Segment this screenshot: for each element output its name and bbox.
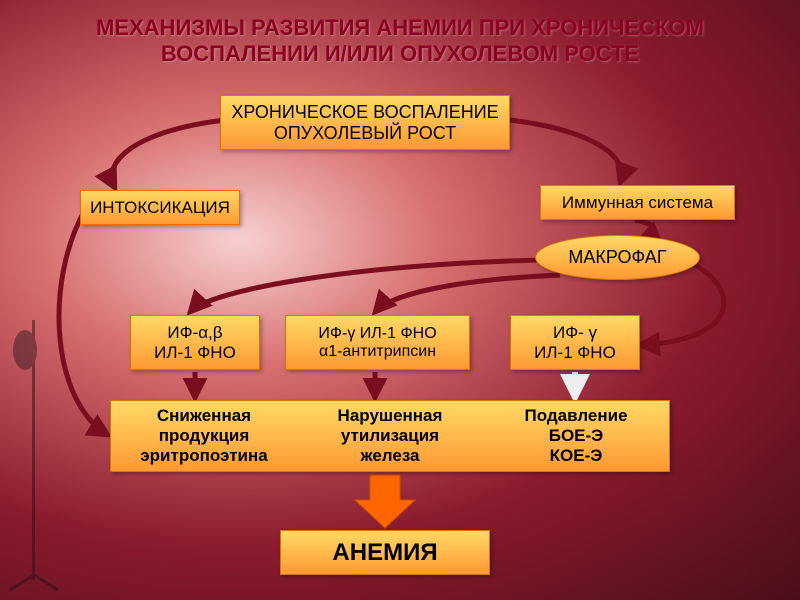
arrow-layer <box>0 0 800 600</box>
cyto3-l2: ИЛ-1 ФНО <box>534 343 616 363</box>
e3l2: БОЕ-Э <box>488 426 664 446</box>
slide-title: МЕХАНИЗМЫ РАЗВИТИЯ АНЕМИИ ПРИ ХРОНИЧЕСКО… <box>0 0 800 72</box>
node-anemia: АНЕМИЯ <box>280 530 490 575</box>
cyto2-l1: ИФ-γ ИЛ-1 ФНО <box>318 325 436 343</box>
e2l1: Нарушенная <box>302 406 478 426</box>
node-source: ХРОНИЧЕСКОЕ ВОСПАЛЕНИЕ ОПУХОЛЕВЫЙ РОСТ <box>220 95 510 150</box>
e2l3: железа <box>302 446 478 466</box>
e2l2: утилизация <box>302 426 478 446</box>
node-source-l1: ХРОНИЧЕСКОЕ ВОСПАЛЕНИЕ <box>231 102 498 123</box>
effect-2: Нарушенная утилизация железа <box>297 401 483 471</box>
node-source-l2: ОПУХОЛЕВЫЙ РОСТ <box>274 123 456 144</box>
cyto3-l1: ИФ- γ <box>553 323 597 343</box>
node-cytokines-1: ИФ-α,β ИЛ-1 ФНО <box>130 315 260 370</box>
big-arrow-icon <box>355 475 415 528</box>
effect-3: Подавление БОЕ-Э КОЕ-Э <box>483 401 669 471</box>
node-macrophage: МАКРОФАГ <box>535 235 700 280</box>
iv-stand-decoration <box>0 320 70 600</box>
node-cytokines-3: ИФ- γ ИЛ-1 ФНО <box>510 315 640 370</box>
node-cytokines-2: ИФ-γ ИЛ-1 ФНО α1-антитрипсин <box>285 315 470 370</box>
e3l1: Подавление <box>488 406 664 426</box>
e3l3: КОЕ-Э <box>488 446 664 466</box>
cyto1-l1: ИФ-α,β <box>167 323 222 343</box>
e1l3: эритропоэтина <box>116 446 292 466</box>
e1l1: Сниженная <box>116 406 292 426</box>
cyto2-l2: α1-антитрипсин <box>319 343 436 361</box>
node-intoxication: ИНТОКСИКАЦИЯ <box>80 190 240 225</box>
node-effects: Сниженная продукция эритропоэтина Наруше… <box>110 400 670 472</box>
e1l2: продукция <box>116 426 292 446</box>
cyto1-l2: ИЛ-1 ФНО <box>154 343 236 363</box>
node-immune-system: Иммунная система <box>540 185 735 220</box>
effect-1: Сниженная продукция эритропоэтина <box>111 401 297 471</box>
